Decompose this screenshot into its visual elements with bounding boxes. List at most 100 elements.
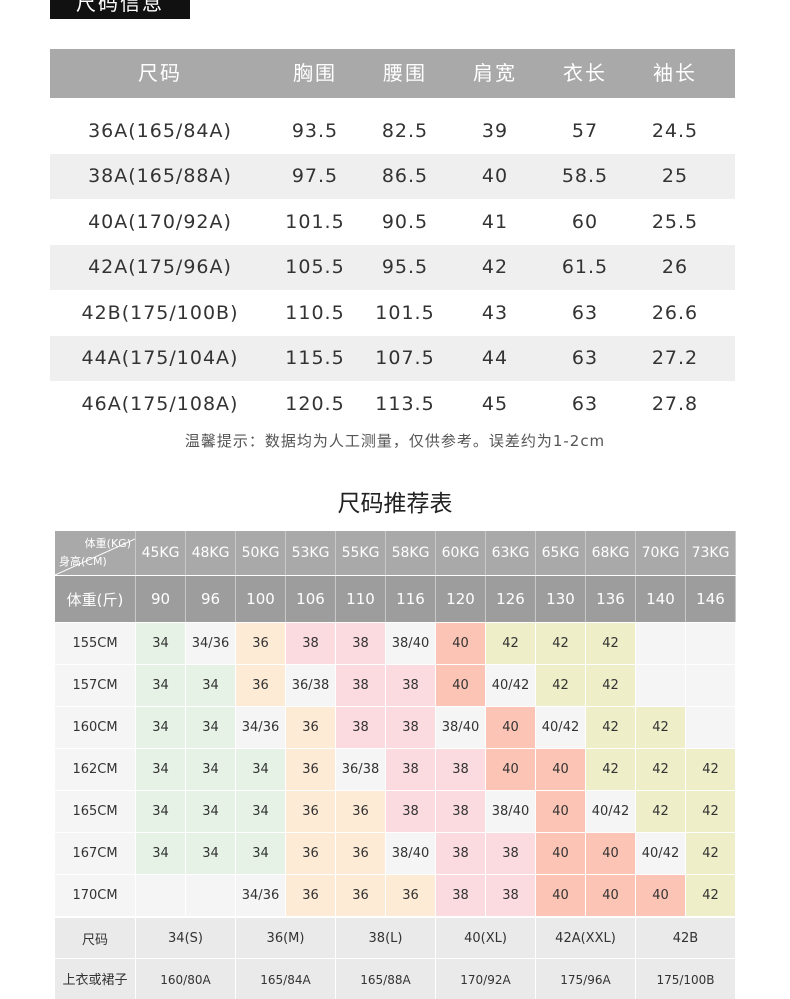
weight-jin-label: 体重(斤)	[55, 576, 136, 622]
size-cell: 27.8	[651, 392, 699, 415]
size-suggestion-cell: 40	[536, 875, 586, 916]
size-suggestion-cell: 34	[186, 707, 236, 748]
weights_jin-cell: 116	[386, 576, 436, 622]
size-cell: 26	[661, 256, 689, 278]
size-suggestion-cell: 42	[686, 791, 736, 832]
size-cell: 107.5	[375, 347, 435, 369]
recommend-row: 167CM 34 34 34 36 36 38/40 38 38 40 40 40/42 42	[55, 833, 736, 875]
size-table-header: 尺码 胸围 腰围 肩宽 衣长 袖长	[50, 49, 735, 98]
size-suggestion-cell: 38	[436, 833, 486, 874]
size-suggestion-cell: 38	[336, 665, 386, 706]
size-cell: 63	[571, 301, 599, 324]
weights_jin-cell: 126	[486, 576, 536, 622]
size-suggestion-cell: 34	[136, 791, 186, 832]
size-row-0: 36A(165/84A) 93.5 82.5 39 57 24.5	[50, 108, 735, 153]
size-suggestion-cell: 40/42	[586, 791, 636, 832]
size-suggestion-cell: 42	[586, 749, 636, 790]
size-row: 尺码 34(S) 36(M) 38(L) 40(XL) 42A(XXL) 42B	[55, 917, 736, 958]
size-cell: 36A(165/84A)	[88, 119, 232, 142]
size-cell: 110.5	[285, 301, 345, 324]
size-suggestion-cell: 34	[136, 665, 186, 706]
size-cell: 27.2	[651, 347, 699, 369]
weights_jin-cell: 100	[236, 576, 286, 622]
size-cell: 25.5	[651, 210, 699, 233]
size-suggestion-cell: 38/40	[486, 791, 536, 832]
size-suggestion-cell: 40	[536, 791, 586, 832]
sizes-cell: 38(L)	[336, 918, 436, 958]
sizes-cell: 42B	[636, 918, 736, 958]
size-suggestion-cell: 34	[236, 749, 286, 790]
sizes-cell: 42A(XXL)	[536, 918, 636, 958]
size-suggestion-cell: 42	[686, 875, 736, 916]
top-cells: 160/80A 165/84A 165/88A 170/92A 175/96A 175/1…	[136, 959, 736, 999]
size-cell: 101.5	[285, 210, 345, 233]
size-cell: 24.5	[651, 119, 699, 142]
weight-jin-cells: 90 96 100 106 110 116 120 126 130 136 140 146	[136, 576, 736, 622]
size-suggestion-cell: 40	[436, 665, 486, 706]
recommend-row: 155CM 34 34/36 36 38 38 38/40 40 42 42 42	[55, 623, 736, 665]
tops-cell: 170/92A	[436, 959, 536, 999]
size-cell: 90.5	[381, 210, 429, 233]
size-suggestion-cell: 42	[486, 623, 536, 664]
size-cell: 115.5	[285, 347, 345, 369]
size-suggestion-cell: 42	[636, 749, 686, 790]
size-suggestion-cell: 40	[486, 749, 536, 790]
size-row-3: 42A(175/96A) 105.5 95.5 42 61.5 26	[50, 244, 735, 290]
size-cells: 34(S) 36(M) 38(L) 40(XL) 42A(XXL) 42B	[136, 918, 736, 958]
weights_jin-cell: 96	[186, 576, 236, 622]
size-suggestion-cell: 34	[236, 791, 286, 832]
header-cell: 腰围	[383, 61, 427, 85]
top-label: 上衣或裙子	[55, 959, 136, 999]
weight-kg-cells: 45KG 48KG 50KG 53KG 55KG 58KG 60KG 63KG 65KG 68KG…	[136, 531, 736, 575]
size-cell: 42A(175/96A)	[88, 256, 232, 278]
weights_kg-cell: 65KG	[536, 531, 586, 575]
size-suggestion-cell: 42	[586, 623, 636, 664]
recommend-row: 165CM 34 34 34 36 36 38 38 38/40 40 40/42 42 42	[55, 791, 736, 833]
size-suggestion-cell: 34/36	[236, 875, 286, 916]
tops-cell: 165/84A	[236, 959, 336, 999]
size-cell: 63	[571, 392, 599, 415]
size-suggestion-cell: 40	[486, 707, 536, 748]
size-suggestion-cell: 40	[636, 875, 686, 916]
tops-cell: 175/96A	[536, 959, 636, 999]
size-suggestion-cell: 40	[436, 623, 486, 664]
size-suggestion-cell: 42	[636, 791, 686, 832]
size-cell: 60	[571, 210, 599, 233]
size-suggestion-cell: 36/38	[286, 665, 336, 706]
size-suggestion-cell	[136, 875, 186, 916]
size-suggestion-cell: 40/42	[636, 833, 686, 874]
tops-cell: 165/88A	[336, 959, 436, 999]
size-suggestion-cell: 34/36	[186, 623, 236, 664]
size-suggestion-cell: 42	[536, 623, 586, 664]
size-label: 尺码	[55, 918, 136, 958]
height-label: 170CM	[55, 875, 136, 916]
tops-cell: 175/100B	[636, 959, 736, 999]
size-suggestion-cell: 42	[586, 707, 636, 748]
size-suggestion-cell: 42	[686, 749, 736, 790]
size-cell: 45	[481, 392, 509, 415]
size-cell: 120.5	[285, 392, 345, 415]
recommend-title: 尺码推荐表	[337, 491, 453, 517]
size-suggestion-cell: 34	[136, 707, 186, 748]
size-suggestion-cell: 36	[286, 833, 336, 874]
size-suggestion-cell: 42	[586, 665, 636, 706]
weights_kg-cell: 73KG	[686, 531, 736, 575]
size-suggestion-cell: 36	[336, 875, 386, 916]
size-cell: 44A(175/104A)	[81, 347, 239, 369]
size-suggestion-cell	[636, 623, 686, 664]
size-suggestion-cell: 38	[436, 749, 486, 790]
size-cell: 38A(165/88A)	[88, 165, 232, 187]
size-suggestion-cell: 36	[236, 665, 286, 706]
size-row-4: 42B(175/100B) 110.5 101.5 43 63 26.6	[50, 290, 735, 335]
size-cell: 101.5	[375, 301, 435, 324]
size-cell: 25	[661, 165, 689, 187]
diagonal-line	[55, 538, 135, 575]
header-cell: 胸围	[293, 61, 337, 85]
size-cell: 63	[571, 347, 599, 369]
size-cell: 26.6	[651, 301, 699, 324]
size-suggestion-cell: 42	[536, 665, 586, 706]
size-suggestion-cell: 34	[186, 749, 236, 790]
size-suggestion-cell: 34	[136, 833, 186, 874]
weights_kg-cell: 50KG	[236, 531, 286, 575]
height-label: 162CM	[55, 749, 136, 790]
